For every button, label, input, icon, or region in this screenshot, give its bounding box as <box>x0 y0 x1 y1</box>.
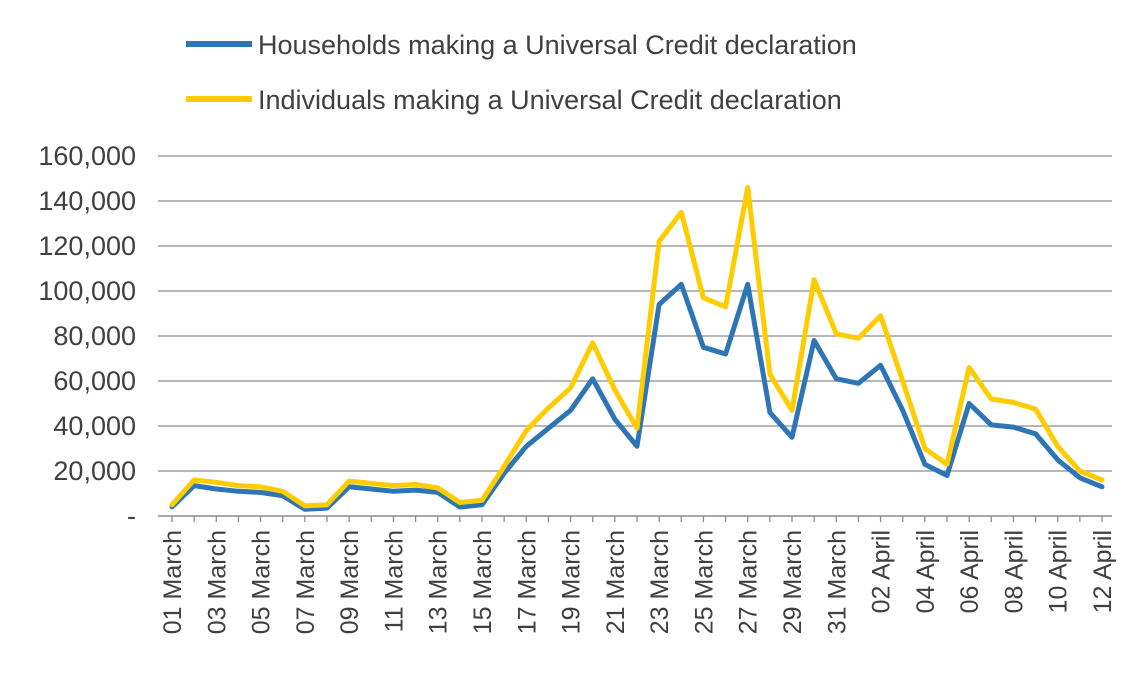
x-tick-label: 17 March <box>513 530 541 634</box>
x-tick-label: 13 March <box>425 530 453 634</box>
legend: Households making a Universal Credit dec… <box>186 30 857 115</box>
y-tick-label: 120,000 <box>38 231 136 261</box>
x-tick-label: 08 April <box>1000 530 1028 613</box>
x-tick-label: 03 March <box>203 530 231 634</box>
x-tick-label: 29 March <box>779 530 807 634</box>
x-tick-label: 19 March <box>558 530 586 634</box>
x-tick-label: 02 April <box>868 530 896 613</box>
x-tick-label: 31 March <box>823 530 851 634</box>
y-tick-label: 20,000 <box>53 456 136 486</box>
x-tick-label: 01 March <box>159 530 187 634</box>
series-line-1 <box>169 281 1105 512</box>
x-tick-label: 15 March <box>469 530 497 634</box>
y-tick-label: 60,000 <box>53 366 136 396</box>
x-tick-label: 09 March <box>336 530 364 634</box>
x-axis-tick-labels: 01 March 03 March 05 March 07 March 09 March… <box>159 530 1117 634</box>
x-tick-label: 27 March <box>735 530 763 634</box>
legend-label-1: Households making a Universal Credit dec… <box>258 30 857 60</box>
x-tick-label: 25 March <box>690 530 718 634</box>
x-tick-label: 12 April <box>1089 530 1117 613</box>
x-axis <box>158 515 1112 522</box>
y-tick-label: 40,000 <box>53 411 136 441</box>
x-tick-label: 23 March <box>646 530 674 634</box>
y-tick-label: 80,000 <box>53 321 136 351</box>
x-tick-label: 11 March <box>380 530 408 632</box>
series-line-2 <box>169 185 1105 509</box>
y-axis-tick-labels: - 20,000 40,000 60,000 80,000 100,000 120,000 1… <box>38 141 136 531</box>
x-tick-label: 07 March <box>292 530 320 634</box>
series-lines <box>169 185 1105 512</box>
y-tick-label: 140,000 <box>38 186 136 216</box>
y-tick-label: 160,000 <box>38 141 136 171</box>
x-tick-label: 06 April <box>956 530 984 613</box>
y-tick-label: 100,000 <box>38 276 136 306</box>
gridlines <box>158 155 1112 472</box>
x-tick-label: 10 April <box>1045 530 1073 613</box>
y-tick-label: - <box>127 501 136 531</box>
x-tick-label: 04 April <box>912 530 940 613</box>
legend-label-2: Individuals making a Universal Credit de… <box>258 85 842 115</box>
x-tick-label: 05 March <box>248 530 276 634</box>
x-tick-label: 21 March <box>602 530 630 634</box>
